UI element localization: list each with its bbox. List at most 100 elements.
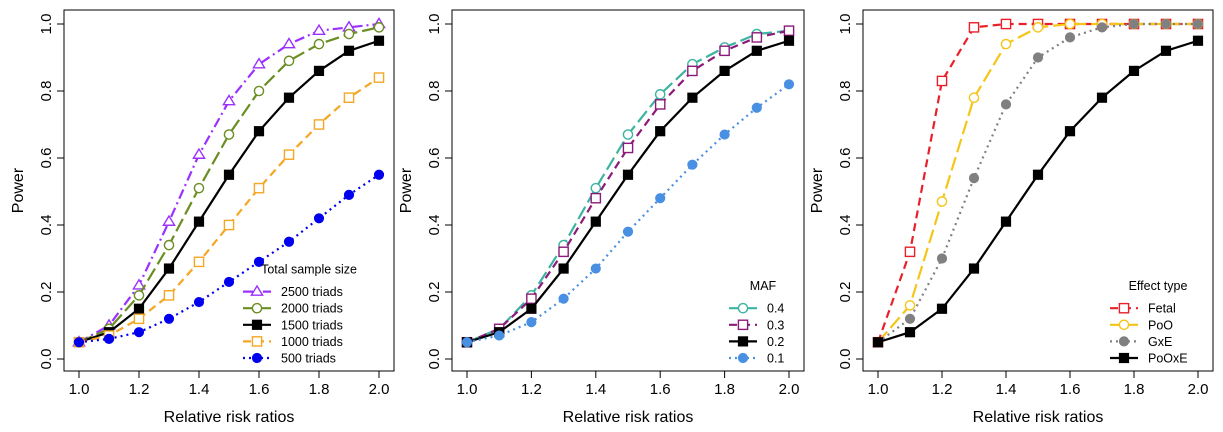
data-point: [590, 263, 601, 274]
y-tick-label: 0.4: [38, 215, 55, 236]
data-point: [222, 94, 236, 106]
data-point: [133, 327, 145, 338]
legend-swatch-marker: [1118, 352, 1130, 364]
data-point: [343, 92, 355, 103]
data-point: [783, 25, 795, 37]
series-3: [872, 18, 1204, 348]
series-line: [876, 22, 1198, 343]
data-point: [904, 246, 916, 258]
data-point: [1032, 169, 1044, 180]
data-point: [558, 246, 569, 258]
data-point: [719, 129, 730, 140]
data-point: [193, 182, 205, 194]
panel-3: 1.0 1.2 1.4 1.6 1.8 2.0 0.0 0.2 0.4 0.6 0.8 1.0 Rela…: [809, 9, 1214, 426]
x-tick-label: 1.6: [1060, 381, 1081, 398]
y-tick-label: 0.0: [837, 349, 854, 370]
data-point: [968, 263, 980, 274]
panel-2: 1.0 1.2 1.4 1.6 1.8 2.0 0.0 0.2 0.4 0.6 0.8 1.0 Rela…: [398, 9, 805, 426]
y-tick-label: 0.4: [426, 215, 443, 236]
plot-frame: [451, 9, 805, 372]
data-point: [193, 256, 205, 268]
legend-swatch-marker: [737, 352, 749, 364]
x-tick-label: 1.6: [650, 381, 671, 398]
series-4: [461, 79, 795, 348]
data-point: [1000, 38, 1012, 50]
data-point: [192, 147, 206, 159]
y-tick-label: 0.0: [426, 349, 443, 370]
y-axis-label: Power: [809, 167, 826, 213]
data-point: [751, 45, 762, 56]
data-point: [163, 239, 175, 251]
data-point: [1032, 22, 1044, 33]
legend-swatch-marker: [1118, 336, 1130, 347]
data-point: [132, 278, 146, 290]
data-point: [223, 129, 235, 140]
data-point: [936, 253, 948, 264]
data-point: [343, 45, 355, 56]
data-point: [558, 263, 569, 274]
data-point: [654, 99, 666, 110]
x-tick-label: 1.0: [457, 381, 478, 398]
data-point: [526, 293, 537, 305]
data-point: [253, 182, 265, 194]
y-tick-label: 0.8: [837, 81, 854, 102]
legend-swatch-marker: [251, 302, 263, 314]
series-line: [466, 29, 790, 344]
data-point: [751, 102, 762, 113]
data-point: [193, 216, 205, 227]
data-point: [461, 337, 473, 348]
data-point: [313, 38, 325, 50]
data-point: [223, 276, 235, 288]
y-axis-label: Power: [398, 167, 415, 213]
data-point: [283, 55, 295, 67]
legend-swatch-marker: [250, 284, 264, 296]
data-point: [655, 126, 666, 137]
data-point: [904, 300, 916, 311]
x-tick-label: 1.8: [1124, 381, 1145, 398]
y-axis-label: Power: [10, 167, 27, 213]
data-point: [343, 189, 355, 200]
legend-label: 2000 triads: [281, 302, 343, 316]
data-point: [313, 65, 325, 77]
data-point: [1096, 92, 1108, 103]
data-point: [1160, 18, 1172, 30]
legend-label: 1500 triads: [281, 318, 343, 332]
data-point: [904, 327, 916, 338]
legend-swatch-marker: [737, 302, 749, 314]
data-point: [1064, 32, 1076, 43]
data-point: [783, 79, 795, 90]
data-point: [1128, 65, 1140, 77]
series-line: [78, 26, 380, 344]
data-point: [373, 22, 385, 33]
data-point: [936, 303, 948, 314]
legend-swatch-marker: [1118, 319, 1130, 331]
legend-label: 0.2: [767, 335, 784, 349]
legend-swatch-marker: [251, 352, 263, 364]
x-tick-label: 2.0: [1188, 381, 1209, 398]
data-point: [253, 126, 265, 137]
legend-label: 0.4: [767, 302, 784, 316]
data-point: [936, 196, 948, 207]
data-point: [968, 22, 980, 33]
data-point: [283, 92, 295, 103]
y-tick-label: 0.2: [837, 282, 854, 303]
x-tick-label: 1.4: [189, 381, 210, 398]
legend-title: MAF: [750, 279, 777, 293]
data-point: [904, 313, 916, 324]
legend-title: Effect type: [1129, 279, 1188, 293]
data-point: [936, 75, 948, 87]
legend-swatch-marker: [1118, 302, 1130, 314]
data-point: [590, 182, 602, 194]
plot-frame: [862, 9, 1214, 372]
plot-frame: [63, 9, 395, 372]
data-point: [526, 303, 537, 314]
data-point: [968, 173, 980, 184]
legend-label: 1000 triads: [281, 335, 343, 349]
data-point: [313, 213, 325, 224]
data-point: [1192, 18, 1204, 30]
data-point: [558, 293, 569, 304]
legend-label: 500 triads: [281, 352, 336, 366]
data-point: [73, 337, 85, 348]
legend: MAF 0.4 0.3 0.2 0.1: [729, 279, 784, 366]
data-point: [872, 337, 884, 348]
